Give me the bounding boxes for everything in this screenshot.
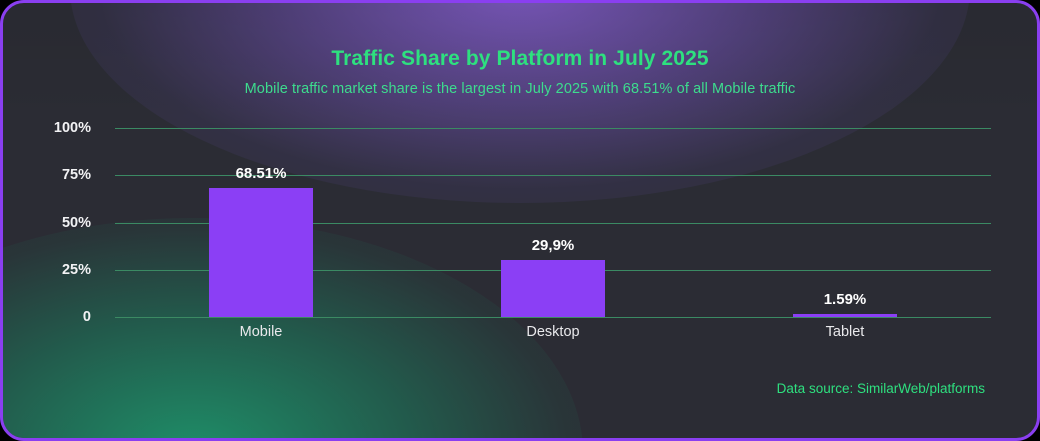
bar-desktop[interactable] [501, 260, 605, 317]
gridline [115, 317, 991, 318]
x-axis-category-label: Mobile [239, 324, 283, 340]
bar-value-label: 68.51% [235, 164, 287, 182]
card-content: Traffic Share by Platform in July 2025 M… [3, 3, 1037, 438]
bar-tablet[interactable] [793, 313, 897, 317]
bar-chart-plot: 0 25% 50% 75% 100% 68.51% Mobile 29,9% Desktop 1.… [3, 3, 1037, 438]
bar-value-label: 1.59% [823, 290, 867, 308]
bar-mobile[interactable] [209, 187, 313, 317]
y-axis-tick-label: 75% [61, 167, 91, 184]
x-axis-category-label: Desktop [526, 324, 580, 340]
data-source-label: Data source: SimilarWeb/platforms [776, 381, 985, 396]
x-axis-category-label: Tablet [825, 324, 865, 340]
bar-value-label: 29,9% [531, 237, 575, 255]
y-axis-tick-label: 0 [82, 309, 91, 325]
y-axis-tick-label: 25% [61, 261, 91, 278]
gridline [115, 128, 991, 129]
y-axis-tick-label: 100% [53, 120, 91, 136]
y-axis-tick-label: 50% [61, 214, 91, 231]
